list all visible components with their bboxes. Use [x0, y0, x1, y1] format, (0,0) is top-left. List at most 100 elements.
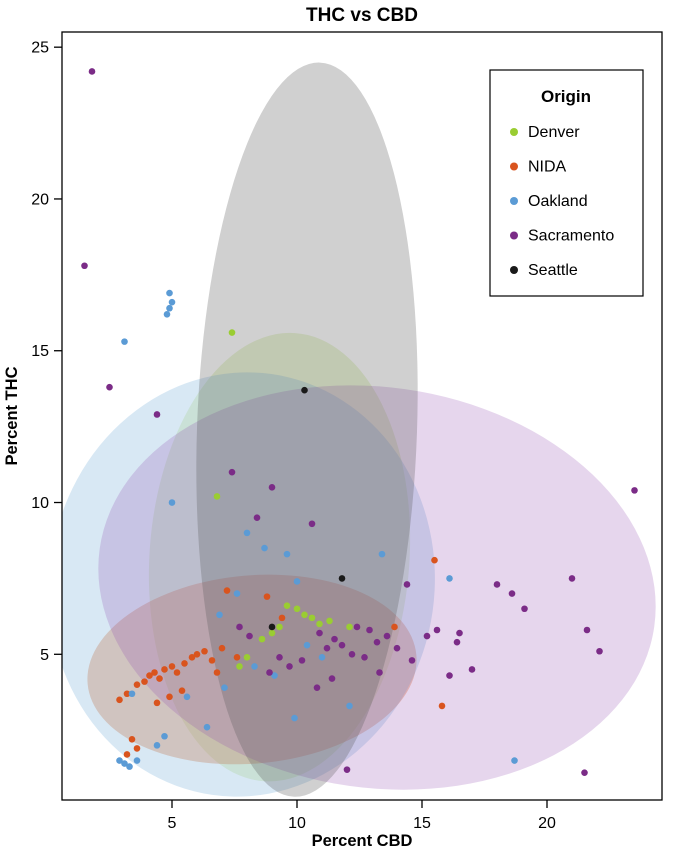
group-ellipse-oakland [62, 372, 435, 797]
data-point-sacramento [268, 484, 276, 491]
data-point-sacramento [596, 647, 603, 655]
data-point-oakland [251, 663, 258, 670]
data-point-oakland [216, 611, 223, 619]
data-point-sacramento [228, 468, 236, 476]
data-point-denver [236, 663, 243, 670]
legend-title: Origin [541, 87, 591, 106]
data-point-seattle [338, 575, 346, 582]
legend-label-oakland: Oakland [528, 193, 588, 210]
x-tick-label: 20 [538, 815, 556, 832]
data-point-sacramento [456, 629, 463, 637]
legend-swatch-oakland [510, 197, 518, 205]
y-tick-label: 15 [31, 343, 49, 360]
data-point-nida [233, 654, 241, 661]
data-point-sacramento [353, 623, 361, 631]
data-point-denver [276, 623, 283, 631]
plot-area [62, 62, 656, 797]
data-point-sacramento [246, 632, 253, 640]
data-point-oakland [378, 550, 386, 558]
group-ellipse-seattle [196, 62, 418, 797]
data-point-sacramento [521, 605, 528, 613]
data-point-sacramento [468, 666, 476, 673]
data-point-oakland [133, 757, 141, 764]
data-point-oakland [126, 763, 133, 770]
data-point-oakland [121, 338, 128, 345]
data-point-oakland [318, 654, 326, 661]
data-point-nida [133, 681, 141, 688]
data-point-nida [153, 699, 161, 707]
group-ellipse-denver [148, 332, 411, 782]
legend-label-denver: Denver [528, 124, 580, 141]
data-point-seattle [301, 386, 308, 394]
legend-swatch-denver [510, 128, 518, 136]
data-point-denver [243, 654, 251, 661]
legend: Origin Denver NIDA Oakland Sacramento Seattle [489, 69, 644, 297]
data-point-sacramento [323, 644, 331, 652]
y-axis-label: Percent THC [3, 366, 21, 465]
legend-label-seattle: Seattle [528, 262, 578, 279]
data-point-oakland [116, 757, 123, 764]
data-point-nida [218, 644, 226, 652]
data-point-denver [258, 635, 266, 643]
data-point-nida [133, 745, 141, 752]
data-point-sacramento [328, 675, 336, 682]
data-point-sacramento [338, 641, 346, 649]
x-tick-label: 10 [288, 815, 306, 832]
y-tick-label: 10 [31, 495, 49, 512]
data-point-oakland [303, 641, 311, 649]
data-point-nida [161, 666, 168, 673]
data-point-oakland [203, 723, 211, 731]
data-point-sacramento [383, 632, 391, 640]
data-point-oakland [221, 684, 228, 691]
data-point-sacramento [581, 769, 588, 776]
data-point-denver [293, 605, 301, 613]
data-point-oakland [446, 575, 453, 582]
data-point-oakland [243, 529, 251, 537]
data-point-oakland [161, 732, 168, 740]
data-point-oakland [261, 544, 268, 552]
data-point-nida [151, 669, 158, 676]
data-point-sacramento [276, 654, 283, 661]
data-point-sacramento [453, 638, 461, 646]
data-point-sacramento [348, 650, 356, 658]
legend-label-nida: NIDA [528, 159, 567, 176]
data-point-sacramento [508, 590, 516, 597]
data-point-seattle [268, 623, 276, 631]
chart-title: THC vs CBD [306, 5, 418, 26]
data-point-sacramento [446, 672, 453, 679]
y-tick-label: 25 [31, 40, 49, 57]
data-point-sacramento [343, 766, 351, 773]
data-point-denver [228, 329, 236, 336]
data-point-oakland [128, 690, 136, 698]
data-point-nida [278, 614, 286, 622]
data-point-sacramento [153, 411, 161, 418]
data-point-sacramento [433, 626, 441, 634]
y-tick-label: 5 [40, 647, 49, 664]
data-point-sacramento [423, 632, 431, 640]
data-point-oakland [291, 714, 298, 722]
data-point-denver [326, 617, 333, 625]
data-point-sacramento [298, 657, 306, 664]
group-ellipse-sacramento [98, 385, 656, 790]
data-point-nida [208, 657, 216, 664]
data-point-sacramento [81, 262, 88, 270]
legend-swatch-sacramento [510, 231, 518, 240]
data-point-denver [346, 623, 353, 631]
data-point-oakland [293, 578, 301, 585]
data-point-sacramento [631, 487, 638, 494]
data-point-oakland [153, 742, 161, 749]
data-point-sacramento [403, 581, 411, 588]
data-point-oakland [166, 304, 173, 312]
data-point-nida [141, 678, 148, 685]
data-point-oakland [233, 590, 241, 597]
data-point-sacramento [316, 629, 323, 637]
data-point-sacramento [313, 684, 321, 691]
data-point-sacramento [373, 638, 381, 646]
data-point-nida [173, 669, 181, 676]
data-point-nida [123, 690, 131, 698]
x-axis-label: Percent CBD [312, 832, 413, 850]
data-point-nida [128, 735, 136, 743]
